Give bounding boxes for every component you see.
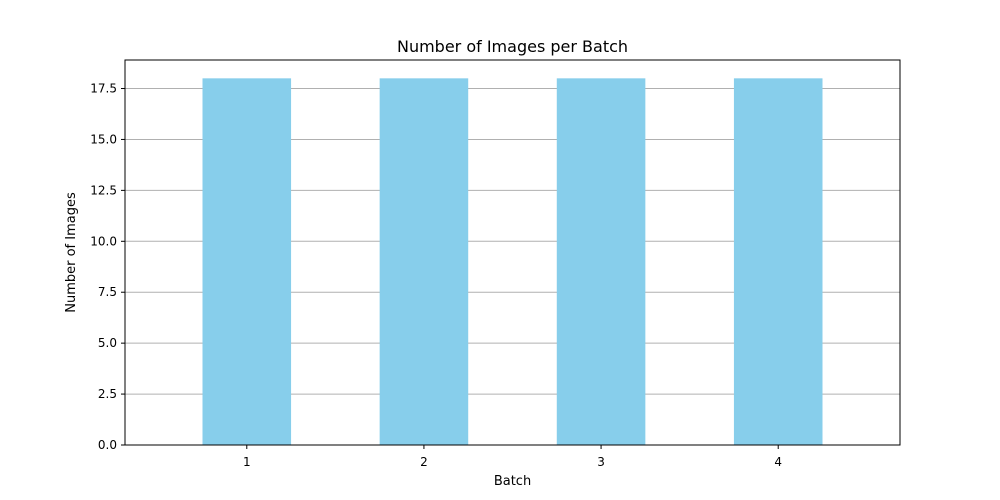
x-tick-label: 3	[597, 455, 605, 469]
x-tick-label: 2	[420, 455, 428, 469]
y-tick-label: 12.5	[90, 183, 117, 197]
y-tick-label: 0.0	[98, 438, 117, 452]
chart-title: Number of Images per Batch	[397, 37, 628, 56]
bar-batch-1	[202, 78, 292, 445]
x-tick-label: 4	[774, 455, 782, 469]
y-axis-ticks: 0.0 2.5 5.0 7.5 10.0 12.5 15.0 17.5	[90, 82, 125, 452]
bar-batch-3	[556, 78, 646, 445]
bar-batch-4	[733, 78, 823, 445]
y-tick-label: 2.5	[98, 387, 117, 401]
plot-frame	[124, 59, 901, 446]
y-tick-label: 7.5	[98, 285, 117, 299]
y-tick-label: 10.0	[90, 234, 117, 248]
x-axis-label: Batch	[494, 474, 531, 489]
y-tick-label: 5.0	[98, 336, 117, 350]
y-axis-label: Number of Images	[64, 192, 79, 313]
x-axis-ticks: 1 2 3 4	[243, 445, 782, 469]
y-tick-label: 17.5	[90, 82, 117, 96]
y-tick-label: 15.0	[90, 132, 117, 146]
bars	[202, 78, 823, 445]
bar-batch-2	[379, 78, 469, 445]
x-tick-label: 1	[243, 455, 251, 469]
